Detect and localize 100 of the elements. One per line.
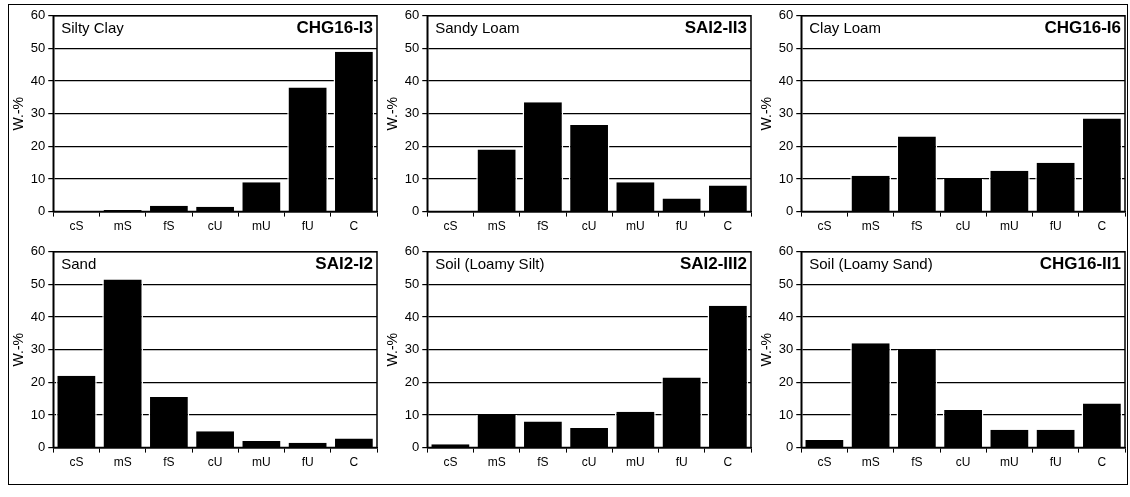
chart-subtitle: Silty Clay bbox=[61, 18, 125, 36]
y-tick-label: 30 bbox=[30, 341, 46, 357]
y-tick-label: 20 bbox=[404, 137, 420, 153]
x-tick-label: fU bbox=[301, 455, 314, 470]
x-tick-label: cU bbox=[581, 219, 597, 234]
y-tick-label: 30 bbox=[778, 105, 794, 121]
x-tick-label: fU bbox=[675, 219, 688, 234]
y-tick-label: 0 bbox=[412, 439, 420, 455]
x-tick-label: fS bbox=[163, 219, 175, 234]
y-tick-label: 0 bbox=[786, 439, 794, 455]
y-axis-title: W.-% bbox=[10, 96, 27, 131]
y-tick-label: 60 bbox=[404, 243, 420, 259]
y-axis-title: W.-% bbox=[384, 96, 401, 131]
x-tick-label: mU bbox=[252, 455, 271, 470]
x-tick-label: cU bbox=[955, 455, 971, 470]
chart-title: CHG16-I6 bbox=[1044, 18, 1121, 38]
y-tick-label: 60 bbox=[778, 7, 794, 23]
y-tick-label: 40 bbox=[404, 308, 420, 324]
y-tick-label: 50 bbox=[30, 40, 46, 56]
x-tick-label: cU bbox=[581, 455, 597, 470]
y-tick-label: 60 bbox=[30, 243, 46, 259]
x-tick-label: mU bbox=[252, 219, 271, 234]
x-tick-label: cS bbox=[443, 455, 458, 470]
x-tick-label: cS bbox=[69, 455, 84, 470]
x-tick-label: C bbox=[349, 455, 359, 470]
chart-subtitle: Clay Loam bbox=[809, 18, 881, 36]
x-tick-label: fS bbox=[911, 455, 923, 470]
x-tick-label: mU bbox=[626, 219, 645, 234]
x-tick-label: cS bbox=[69, 219, 84, 234]
y-axis-title: W.-% bbox=[758, 96, 775, 131]
x-tick-label: fU bbox=[301, 219, 314, 234]
x-tick-label: fS bbox=[163, 455, 175, 470]
x-tick-label: mU bbox=[1000, 219, 1019, 234]
y-tick-label: 60 bbox=[30, 7, 46, 23]
x-tick-label: mS bbox=[861, 219, 880, 234]
chart-title: CHG16-II1 bbox=[1039, 254, 1121, 274]
chart-title: SAI2-II3 bbox=[684, 18, 747, 38]
y-tick-label: 50 bbox=[30, 276, 46, 292]
y-tick-label: 40 bbox=[30, 72, 46, 88]
x-tick-label: cS bbox=[817, 455, 832, 470]
x-tick-label: cS bbox=[443, 219, 458, 234]
x-tick-label: C bbox=[1097, 455, 1107, 470]
y-tick-label: 30 bbox=[30, 105, 46, 121]
y-tick-label: 40 bbox=[30, 308, 46, 324]
y-tick-label: 30 bbox=[404, 105, 420, 121]
y-tick-label: 20 bbox=[404, 373, 420, 389]
y-tick-label: 50 bbox=[404, 276, 420, 292]
y-tick-label: 40 bbox=[404, 72, 420, 88]
y-tick-label: 0 bbox=[786, 203, 794, 219]
y-tick-label: 60 bbox=[778, 243, 794, 259]
y-axis-title: W.-% bbox=[758, 332, 775, 367]
y-tick-label: 20 bbox=[30, 137, 46, 153]
x-tick-label: cU bbox=[207, 219, 223, 234]
x-tick-label: mS bbox=[487, 455, 506, 470]
chart-title: SAI2-III2 bbox=[679, 254, 747, 274]
chart-subtitle: Sand bbox=[61, 254, 97, 272]
y-tick-label: 0 bbox=[38, 439, 46, 455]
y-tick-label: 10 bbox=[30, 170, 46, 186]
y-tick-label: 50 bbox=[404, 40, 420, 56]
x-tick-label: mS bbox=[861, 455, 880, 470]
x-tick-label: fU bbox=[1049, 219, 1062, 234]
y-tick-label: 10 bbox=[778, 170, 794, 186]
y-tick-label: 40 bbox=[778, 72, 794, 88]
y-tick-label: 0 bbox=[38, 203, 46, 219]
y-tick-label: 50 bbox=[778, 40, 794, 56]
x-tick-label: C bbox=[349, 219, 359, 234]
x-tick-label: C bbox=[723, 219, 733, 234]
x-tick-label: fU bbox=[675, 455, 688, 470]
y-tick-label: 20 bbox=[778, 373, 794, 389]
y-tick-label: 40 bbox=[778, 308, 794, 324]
y-tick-label: 20 bbox=[30, 373, 46, 389]
x-tick-label: cU bbox=[207, 455, 223, 470]
y-tick-label: 50 bbox=[778, 276, 794, 292]
y-tick-label: 30 bbox=[778, 341, 794, 357]
chart-subtitle: Soil (Loamy Sand) bbox=[809, 254, 933, 272]
y-tick-label: 10 bbox=[404, 170, 420, 186]
x-tick-label: cS bbox=[817, 219, 832, 234]
x-tick-label: C bbox=[723, 455, 733, 470]
chart-subtitle: Soil (Loamy Silt) bbox=[435, 254, 545, 272]
x-tick-label: cU bbox=[955, 219, 971, 234]
y-tick-label: 10 bbox=[404, 406, 420, 422]
y-axis-title: W.-% bbox=[384, 332, 401, 367]
y-tick-label: 60 bbox=[404, 7, 420, 23]
chart-title: SAI2-I2 bbox=[315, 254, 373, 274]
x-tick-label: fS bbox=[911, 219, 923, 234]
x-tick-label: mS bbox=[487, 219, 506, 234]
x-tick-label: fU bbox=[1049, 455, 1062, 470]
x-tick-label: fS bbox=[537, 455, 549, 470]
x-tick-label: fS bbox=[537, 219, 549, 234]
x-tick-label: mS bbox=[113, 455, 132, 470]
y-tick-label: 10 bbox=[778, 406, 794, 422]
chart-title: CHG16-I3 bbox=[296, 18, 373, 38]
y-tick-label: 20 bbox=[778, 137, 794, 153]
chart-subtitle: Sandy Loam bbox=[435, 18, 520, 36]
y-axis-title: W.-% bbox=[10, 332, 27, 367]
x-tick-label: mU bbox=[626, 455, 645, 470]
x-tick-label: C bbox=[1097, 219, 1107, 234]
x-tick-label: mS bbox=[113, 219, 132, 234]
y-tick-label: 10 bbox=[30, 406, 46, 422]
y-tick-label: 30 bbox=[404, 341, 420, 357]
